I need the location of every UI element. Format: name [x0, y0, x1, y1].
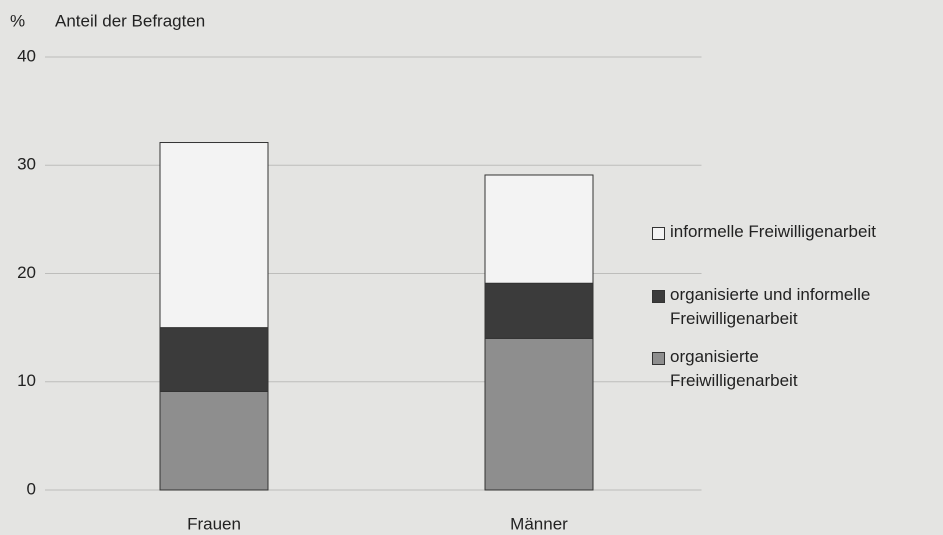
legend-label: organisierte Freiwilligenarbeit: [670, 347, 798, 390]
legend-item: organisierte Freiwilligenarbeit: [652, 345, 798, 393]
y-tick-label: 30: [17, 155, 36, 174]
bar-segment: [484, 282, 594, 339]
x-tick-label: Männer: [510, 514, 568, 533]
bar-segment: [484, 337, 594, 491]
y-tick-label: 0: [27, 479, 36, 498]
y-axis-label: Anteil der Befragten: [55, 11, 205, 30]
legend-item: informelle Freiwilligenarbeit: [652, 220, 876, 244]
y-tick-label: 40: [17, 46, 36, 65]
legend-swatch: [652, 227, 665, 240]
x-tick-label: Frauen: [187, 514, 241, 533]
legend-swatch: [652, 352, 665, 365]
bar-segment: [484, 174, 594, 284]
legend-swatch: [652, 290, 665, 303]
bar-segment: [159, 390, 269, 491]
legend-item: organisierte und informelle Freiwilligen…: [652, 283, 870, 331]
y-tick-label: 20: [17, 263, 36, 282]
y-tick-label: 10: [17, 371, 36, 390]
legend-label: informelle Freiwilligenarbeit: [670, 222, 876, 241]
bar-segment: [159, 142, 269, 329]
bar-segment: [159, 327, 269, 392]
legend-label: organisierte und informelle Freiwilligen…: [670, 285, 871, 328]
unit-label: %: [10, 11, 25, 30]
